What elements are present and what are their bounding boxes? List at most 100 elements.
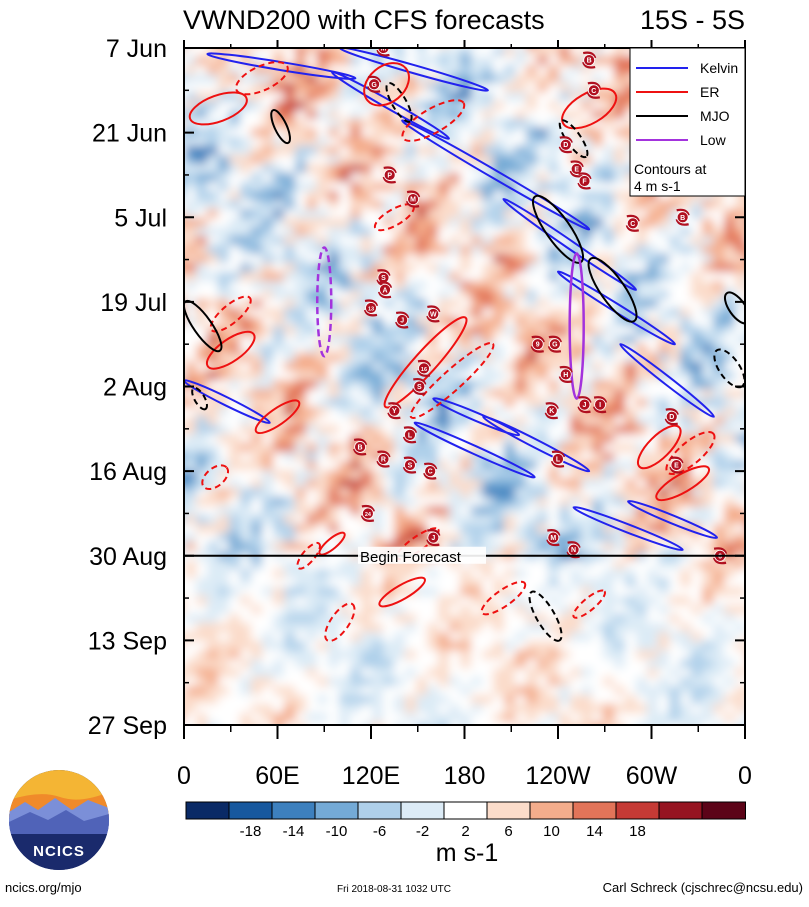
field-cell — [229, 65, 241, 75]
field-cell — [273, 578, 285, 588]
field-cell — [394, 623, 406, 633]
field-cell — [735, 245, 745, 255]
field-cell — [361, 389, 373, 399]
field-cell — [515, 200, 527, 210]
chart-subtitle: 15S - 5S — [640, 5, 745, 35]
field-cell — [570, 659, 582, 669]
field-cell — [229, 209, 241, 219]
field-cell — [383, 713, 395, 723]
field-cell — [625, 371, 637, 381]
field-cell — [603, 200, 615, 210]
field-cell — [361, 470, 373, 480]
field-cell — [647, 731, 659, 741]
field-cell — [515, 614, 527, 624]
field-cell — [416, 308, 428, 318]
tc-arm — [544, 402, 559, 420]
field-cell — [295, 173, 307, 183]
field-cell — [218, 533, 230, 543]
field-cell — [691, 722, 703, 725]
field-cell — [438, 326, 450, 336]
field-cell — [647, 236, 659, 246]
field-cell — [471, 596, 483, 606]
field-cell — [185, 560, 197, 570]
field-cell — [185, 722, 197, 725]
field-cell — [460, 227, 472, 237]
field-cell — [317, 686, 329, 696]
field-cell — [647, 506, 659, 516]
field-cell — [350, 263, 362, 273]
field-cell — [273, 722, 285, 725]
field-cell — [284, 506, 296, 516]
field-cell — [746, 245, 758, 255]
field-cell — [581, 380, 593, 390]
field-cell — [317, 434, 329, 444]
tc-dot — [418, 362, 430, 375]
field-cell — [229, 623, 241, 633]
field-cell — [251, 533, 263, 543]
field-cell — [306, 164, 318, 174]
field-cell — [262, 614, 274, 624]
field-cell — [713, 299, 725, 309]
field-cell — [603, 128, 615, 138]
field-cell — [570, 272, 582, 282]
field-cell — [405, 173, 417, 183]
field-cell — [251, 497, 263, 507]
field-cell — [482, 290, 494, 300]
field-cell — [724, 641, 736, 651]
field-cell — [449, 173, 461, 183]
field-cell — [207, 515, 219, 525]
field-cell — [284, 443, 296, 453]
field-cell — [339, 668, 351, 678]
field-cell — [603, 110, 615, 120]
field-cell — [691, 461, 703, 471]
field-cell — [229, 155, 241, 165]
field-cell — [262, 560, 274, 570]
field-cell — [284, 533, 296, 543]
field-cell — [669, 596, 681, 606]
field-cell — [284, 146, 296, 156]
field-cell — [416, 614, 428, 624]
field-cell — [394, 398, 406, 408]
field-cell — [493, 722, 505, 725]
field-cell — [449, 317, 461, 327]
field-cell — [229, 119, 241, 129]
field-cell — [372, 155, 384, 165]
field-cell — [449, 605, 461, 615]
field-cell — [295, 461, 307, 471]
field-cell — [218, 389, 230, 399]
field-cell — [702, 443, 714, 453]
field-cell — [537, 389, 549, 399]
field-cell — [471, 488, 483, 498]
footer-timestamp: Fri 2018-08-31 1032 UTC — [337, 884, 451, 895]
field-cell — [504, 623, 516, 633]
field-cell — [350, 48, 362, 57]
tc-label: C — [630, 221, 635, 228]
field-cell — [614, 497, 626, 507]
field-cell — [515, 353, 527, 363]
field-cell — [427, 164, 439, 174]
er-contour — [637, 424, 682, 470]
tc-marker: W — [426, 305, 441, 323]
field-cell — [240, 191, 252, 201]
field-cell — [394, 686, 406, 696]
field-cell — [559, 65, 571, 75]
field-cell — [548, 596, 560, 606]
tc-dot — [413, 380, 426, 393]
field-cell — [526, 137, 538, 147]
field-cell — [614, 362, 626, 372]
field-cell — [317, 263, 329, 273]
field-cell — [526, 614, 538, 624]
field-cell — [372, 470, 384, 480]
field-cell — [251, 542, 263, 552]
field-cell — [636, 398, 648, 408]
field-cell — [295, 398, 307, 408]
field-cell — [581, 389, 593, 399]
field-cell — [493, 533, 505, 543]
field-cell — [284, 209, 296, 219]
kelvin-contour — [413, 421, 536, 479]
field-cell — [680, 668, 692, 678]
field-cell — [504, 137, 516, 147]
field-cell — [229, 632, 241, 642]
field-cell — [537, 371, 549, 381]
